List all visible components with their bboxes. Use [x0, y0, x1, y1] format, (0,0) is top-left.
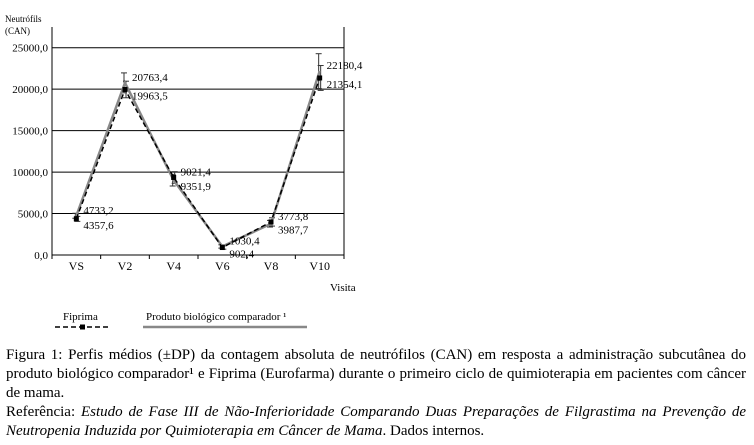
reference-tail: . Dados internos.: [382, 423, 485, 439]
x-axis-title: Visita: [330, 282, 356, 294]
x-tick-label: V8: [264, 259, 279, 273]
legend-fiprima-label: Fiprima: [63, 311, 98, 323]
comparator-data-label: 22180,4: [327, 60, 363, 72]
comparator-data-label: 3773,8: [278, 211, 309, 223]
x-tick-label: V2: [118, 259, 133, 273]
comparator-data-label: 9021,4: [181, 166, 212, 178]
y-axis-title-line1: Neutrófils: [5, 14, 42, 24]
y-tick-label: 25000,0: [12, 43, 48, 55]
y-tick-label: 10000,0: [12, 167, 48, 179]
fiprima-data-label: 9351,9: [181, 181, 212, 193]
comparator-data-label: 1030,4: [229, 235, 260, 247]
legend-comparator-label: Produto biológico comparador ¹: [146, 311, 286, 323]
fiprima-point: [122, 86, 128, 92]
fiprima-data-label: 21354,1: [327, 79, 363, 91]
y-tick-label: 0,0: [34, 250, 48, 262]
y-axis-title-line2: (CAN): [5, 26, 30, 36]
fiprima-point: [317, 75, 323, 81]
y-tick-label: 5000,0: [18, 209, 49, 221]
neutrophil-line-chart: 0,0 5000,0 10000,0 15000,0 20000,0 25000,0 VS V…: [12, 27, 363, 330]
comparator-data-label: 20763,4: [132, 72, 168, 84]
figure-caption-text: Figura 1: Perfis médios (±DP) da contage…: [6, 347, 746, 401]
fiprima-point: [73, 216, 79, 222]
x-tick-label: VS: [69, 259, 84, 273]
comparator-data-label: 4733,2: [83, 205, 113, 217]
fiprima-data-label: 902,4: [229, 249, 254, 261]
legend-fiprima-marker: [80, 324, 85, 330]
fiprima-data-label: 3987,7: [278, 225, 309, 237]
y-tick-label: 15000,0: [12, 126, 48, 138]
fiprima-point: [268, 219, 274, 225]
reference-title: Estudo de Fase III de Não-Inferioridade …: [6, 404, 746, 439]
reference-label: Referência:: [6, 404, 81, 420]
x-tick-label: V4: [166, 259, 181, 273]
fiprima-data-label: 19963,5: [132, 90, 168, 102]
y-axis-title: Neutrófils (CAN): [5, 13, 42, 37]
y-tick-label: 20000,0: [12, 84, 48, 96]
fiprima-point: [171, 174, 177, 180]
figure-reference: Referência: Estudo de Fase III de Não-In…: [6, 403, 746, 441]
fiprima-series-line: [75, 77, 321, 249]
x-tick-label: V10: [309, 259, 330, 273]
fiprima-point: [219, 245, 225, 251]
x-tick-label: V6: [215, 259, 230, 273]
fiprima-data-label: 4357,6: [83, 220, 114, 232]
figure-caption: Figura 1: Perfis médios (±DP) da contage…: [6, 346, 746, 441]
